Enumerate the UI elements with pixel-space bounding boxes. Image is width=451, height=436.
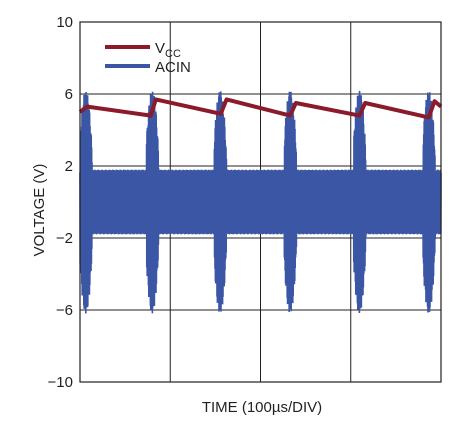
y-axis-title: VOLTAGE (V) [31,164,48,257]
legend-label-vcc: VCC [155,40,181,60]
y-tick-label: 2 [65,158,73,175]
y-tick-label: −2 [56,230,73,247]
plot-frame [79,21,442,383]
y-tick-label: 6 [65,86,73,103]
y-tick-labels: 10 6 2 −2 −6 −10 [48,14,73,391]
y-tick-label: −6 [56,302,73,319]
acin-line [79,90,442,314]
legend-label-acin: ACIN [155,59,191,76]
acin-series [79,90,442,314]
y-tick-label: −10 [48,374,73,391]
vcc-line [78,97,443,120]
x-axis-title: TIME (100µs/DIV) [202,399,322,416]
plot-border [79,21,442,383]
legend: VCC ACIN [105,40,191,76]
vcc-series [78,97,443,120]
y-tick-label: 10 [56,14,73,31]
